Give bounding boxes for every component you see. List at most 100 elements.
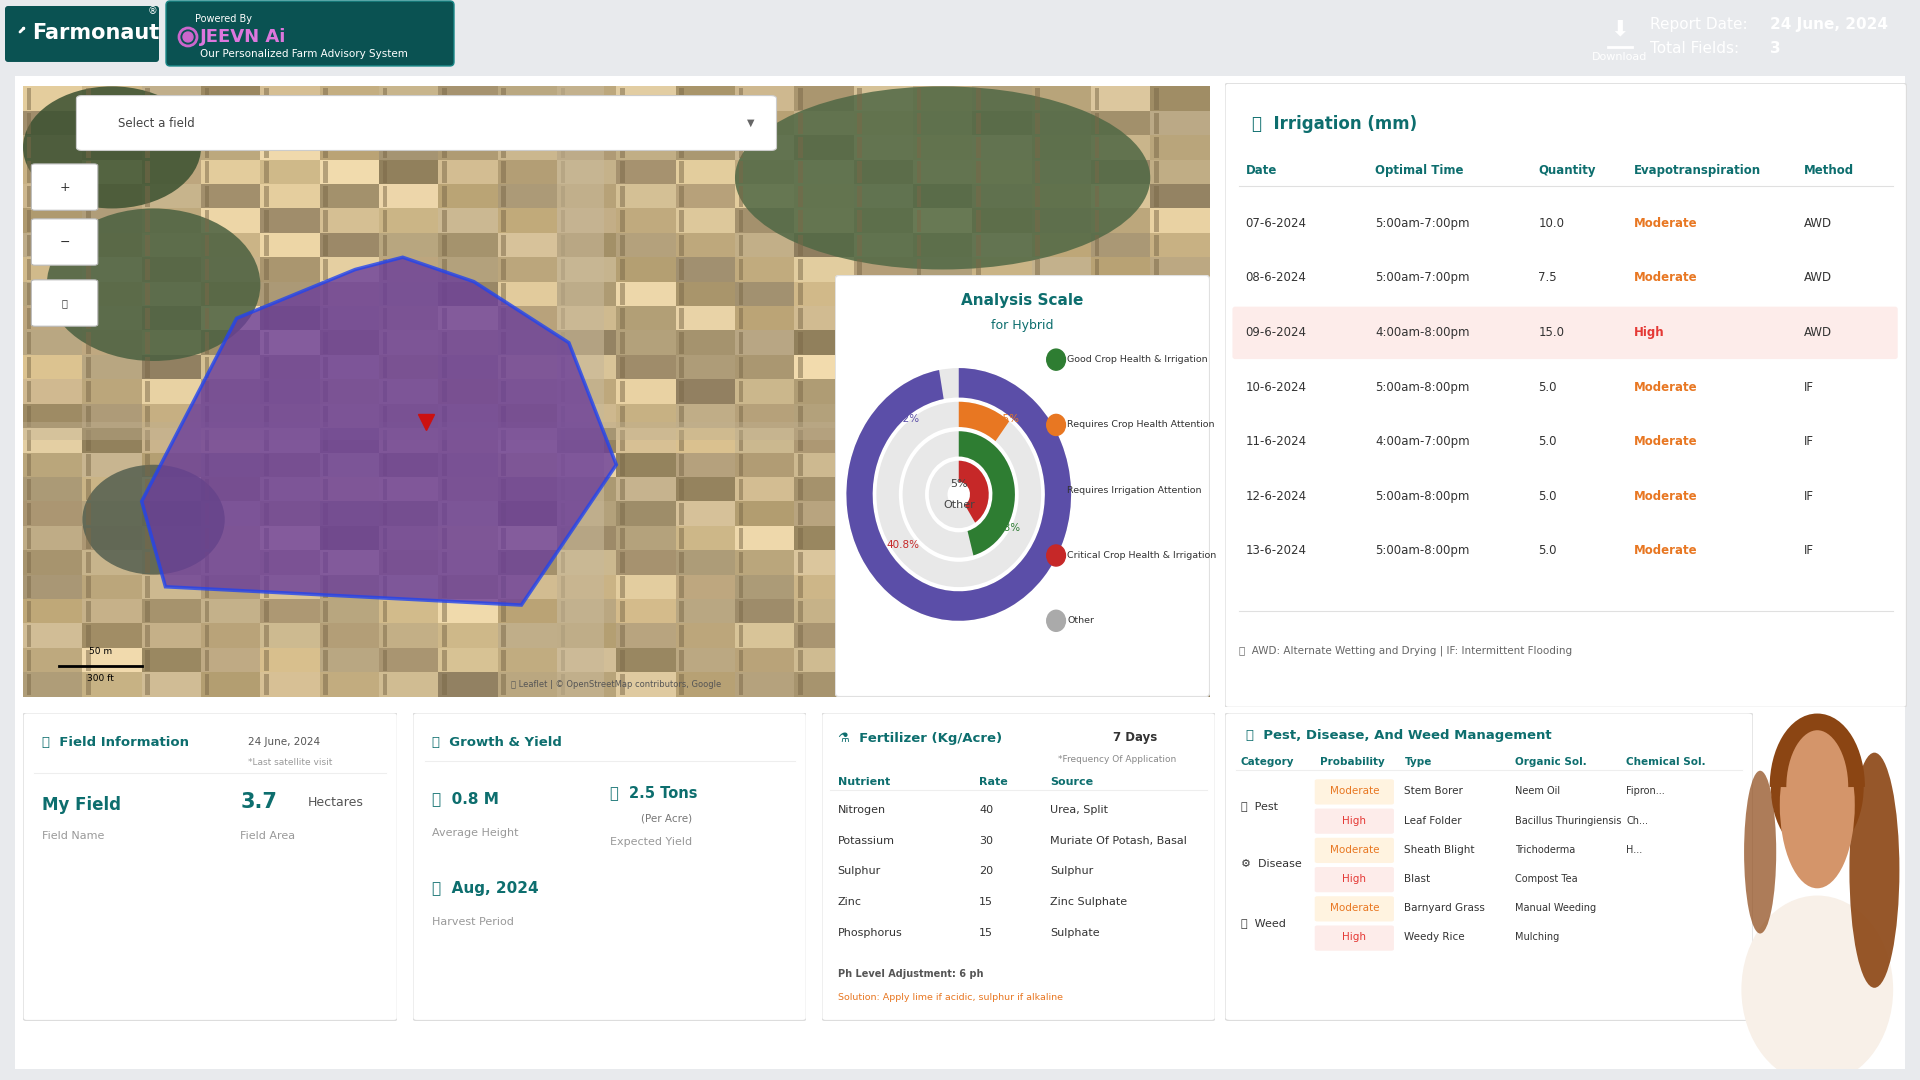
Bar: [680, 356, 684, 378]
Text: 5:00am-8:00pm: 5:00am-8:00pm: [1375, 544, 1469, 557]
Bar: [263, 674, 269, 696]
Bar: [205, 333, 209, 353]
Bar: [382, 89, 388, 109]
Text: IF: IF: [1805, 435, 1814, 448]
Bar: [319, 160, 378, 184]
Bar: [680, 308, 684, 329]
Bar: [1031, 135, 1091, 160]
Bar: [1154, 381, 1158, 403]
Bar: [854, 623, 912, 648]
Bar: [146, 356, 150, 378]
Bar: [501, 333, 507, 353]
Text: 45.8%: 45.8%: [987, 523, 1020, 534]
Bar: [680, 137, 684, 159]
Bar: [680, 527, 684, 549]
Text: My Field: My Field: [42, 796, 121, 814]
Bar: [442, 649, 447, 671]
Bar: [561, 259, 564, 281]
Bar: [319, 501, 378, 526]
Bar: [205, 649, 209, 671]
Bar: [616, 257, 676, 282]
Bar: [263, 259, 269, 281]
Bar: [83, 672, 142, 697]
Bar: [676, 233, 735, 257]
Text: Moderate: Moderate: [1634, 544, 1697, 557]
Text: 40.8%: 40.8%: [887, 540, 920, 550]
Bar: [261, 672, 319, 697]
Bar: [616, 355, 676, 379]
Bar: [680, 625, 684, 647]
Bar: [620, 186, 624, 207]
Bar: [378, 306, 438, 330]
Text: High: High: [1634, 326, 1665, 339]
Bar: [856, 552, 862, 573]
Bar: [83, 330, 142, 355]
Text: Analysis Scale: Analysis Scale: [962, 293, 1083, 308]
Bar: [914, 208, 972, 233]
Bar: [438, 623, 497, 648]
Bar: [263, 234, 269, 256]
Bar: [914, 672, 972, 697]
Bar: [975, 308, 981, 329]
Bar: [557, 379, 616, 404]
Bar: [202, 86, 261, 111]
Bar: [561, 186, 564, 207]
Bar: [735, 306, 795, 330]
Bar: [263, 527, 269, 549]
Bar: [83, 306, 142, 330]
Bar: [146, 283, 150, 305]
Bar: [83, 428, 142, 453]
Bar: [972, 379, 1031, 404]
Bar: [735, 355, 795, 379]
Bar: [561, 234, 564, 256]
Bar: [854, 282, 912, 306]
Text: Date: Date: [1246, 164, 1277, 177]
Bar: [263, 161, 269, 183]
Bar: [916, 234, 922, 256]
Bar: [323, 405, 328, 427]
Bar: [438, 453, 497, 477]
Bar: [442, 259, 447, 281]
Bar: [1150, 111, 1210, 135]
Bar: [620, 259, 624, 281]
Bar: [442, 478, 447, 500]
Bar: [1035, 356, 1041, 378]
Bar: [378, 575, 438, 599]
Bar: [620, 430, 624, 451]
Bar: [854, 379, 912, 404]
Bar: [23, 184, 83, 208]
Bar: [497, 282, 557, 306]
Bar: [1031, 526, 1091, 550]
Bar: [497, 379, 557, 404]
Bar: [86, 577, 90, 597]
Bar: [83, 477, 142, 501]
Bar: [202, 306, 261, 330]
Bar: [146, 430, 150, 451]
Bar: [1035, 577, 1041, 597]
Bar: [497, 550, 557, 575]
Bar: [1091, 160, 1150, 184]
Bar: [680, 430, 684, 451]
Bar: [1150, 477, 1210, 501]
Bar: [1091, 672, 1150, 697]
Bar: [382, 527, 388, 549]
Wedge shape: [958, 431, 1016, 555]
Bar: [676, 257, 735, 282]
Bar: [856, 503, 862, 525]
Bar: [616, 575, 676, 599]
Bar: [323, 527, 328, 549]
Bar: [561, 308, 564, 329]
Bar: [23, 111, 83, 135]
Text: Leaf Folder: Leaf Folder: [1405, 815, 1463, 825]
Bar: [438, 330, 497, 355]
Bar: [1091, 404, 1150, 428]
Bar: [378, 282, 438, 306]
Bar: [323, 283, 328, 305]
Bar: [263, 356, 269, 378]
Bar: [142, 526, 202, 550]
Bar: [680, 503, 684, 525]
Bar: [975, 356, 981, 378]
Bar: [438, 233, 497, 257]
Bar: [323, 430, 328, 451]
Bar: [23, 477, 83, 501]
